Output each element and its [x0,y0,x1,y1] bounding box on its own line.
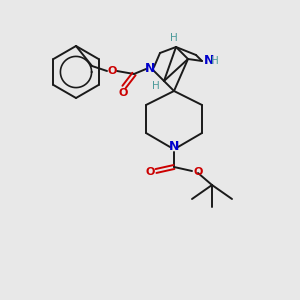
Text: H: H [152,81,160,91]
Text: H: H [170,33,178,43]
Text: N: N [204,55,214,68]
Text: H: H [211,56,219,66]
Text: O: O [145,167,155,177]
Text: O: O [118,88,128,98]
Text: N: N [145,62,155,76]
Text: N: N [169,140,179,154]
Text: O: O [193,167,203,177]
Text: O: O [107,66,117,76]
